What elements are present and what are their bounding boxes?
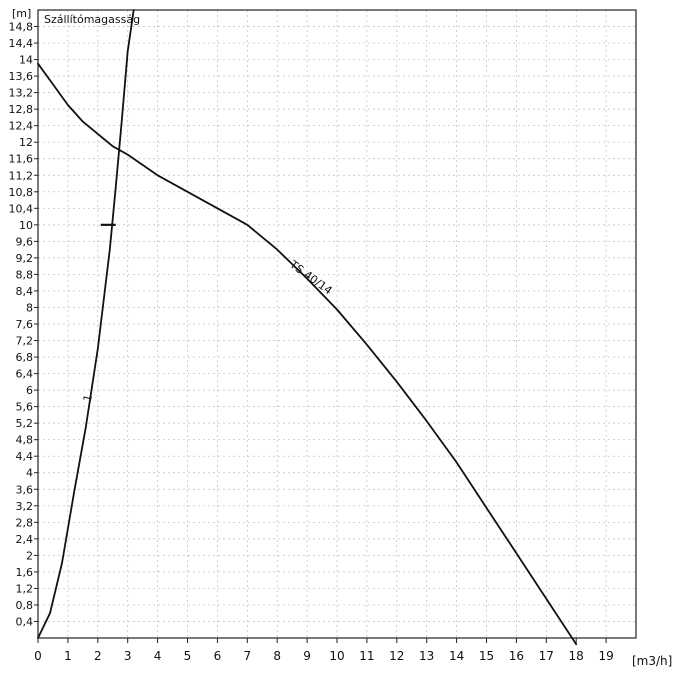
series-line-ts40-14 bbox=[37, 62, 578, 646]
y-tick-label: 0,8 bbox=[16, 599, 34, 612]
x-tick-label: 9 bbox=[303, 649, 311, 663]
y-tick-label: 9,6 bbox=[16, 235, 34, 248]
y-tick-label: 4 bbox=[26, 467, 33, 480]
y-tick-label: 7,2 bbox=[16, 335, 34, 348]
x-tick-label: 0 bbox=[34, 649, 42, 663]
y-tick-label: 13,2 bbox=[9, 87, 34, 100]
x-tick-label: 14 bbox=[449, 649, 464, 663]
x-tick-label: 11 bbox=[359, 649, 374, 663]
x-tick-label: 17 bbox=[539, 649, 554, 663]
series-line-system-1 bbox=[37, 9, 135, 639]
x-axis-unit: [m3/h] bbox=[632, 654, 672, 668]
y-axis-unit: [m] bbox=[12, 7, 31, 20]
y-tick-label: 4,8 bbox=[16, 434, 34, 447]
y-tick-label: 14,4 bbox=[9, 37, 34, 50]
y-tick-label: 12 bbox=[19, 136, 33, 149]
system-curve-label: 1 bbox=[81, 393, 95, 403]
y-tick-label: 1,2 bbox=[16, 582, 34, 595]
x-tick-label: 12 bbox=[389, 649, 404, 663]
y-tick-label: 8,4 bbox=[16, 285, 34, 298]
x-tick-label: 6 bbox=[214, 649, 222, 663]
x-tick-label: 1 bbox=[64, 649, 72, 663]
y-tick-label: 14 bbox=[19, 54, 33, 67]
y-tick-label: 11,2 bbox=[9, 169, 34, 182]
y-tick-label: 13,6 bbox=[9, 70, 34, 83]
y-tick-label: 5,2 bbox=[16, 417, 34, 430]
x-tick-label: 16 bbox=[509, 649, 524, 663]
y-tick-label: 9,2 bbox=[16, 252, 34, 265]
y-tick-label: 8 bbox=[26, 301, 33, 314]
x-tick-label: 7 bbox=[243, 649, 251, 663]
y-axis: 0,4 0,8 1,2 1,6 2 2,4 2,8 3,2 3,6 4 4,4 4,8 5,2 5,6 6 6… bbox=[9, 21, 38, 628]
x-tick-label: 18 bbox=[569, 649, 584, 663]
y-tick-label: 0,4 bbox=[16, 615, 34, 628]
y-tick-label: 6,4 bbox=[16, 368, 34, 381]
y-tick-label: 10 bbox=[19, 219, 33, 232]
grid bbox=[38, 10, 636, 638]
y-tick-label: 10,4 bbox=[9, 202, 34, 215]
x-tick-label: 4 bbox=[154, 649, 162, 663]
y-tick-label: 3,6 bbox=[16, 483, 34, 496]
y-tick-label: 5,6 bbox=[16, 401, 34, 414]
x-tick-label: 15 bbox=[479, 649, 494, 663]
y-tick-label: 10,8 bbox=[9, 186, 34, 199]
x-tick-label: 3 bbox=[124, 649, 132, 663]
x-tick-label: 8 bbox=[273, 649, 281, 663]
y-tick-label: 3,2 bbox=[16, 500, 34, 513]
x-tick-label: 10 bbox=[329, 649, 344, 663]
y-tick-label: 12,4 bbox=[9, 120, 34, 133]
y-tick-label: 7,6 bbox=[16, 318, 34, 331]
x-tick-label: 5 bbox=[184, 649, 192, 663]
y-tick-label: 1,6 bbox=[16, 566, 34, 579]
y-tick-label: 6,8 bbox=[16, 351, 34, 364]
y-tick-label: 11,6 bbox=[9, 153, 34, 166]
y-tick-label: 6 bbox=[26, 384, 33, 397]
y-tick-label: 12,8 bbox=[9, 103, 34, 116]
y-tick-label: 2,4 bbox=[16, 533, 34, 546]
y-tick-label: 4,4 bbox=[16, 450, 34, 463]
plot-frame bbox=[37, 9, 637, 639]
x-tick-label: 2 bbox=[94, 649, 102, 663]
x-tick-label: 13 bbox=[419, 649, 434, 663]
y-tick-label: 14,8 bbox=[9, 21, 34, 34]
curve-label-ts40-14: TS 40/14 bbox=[287, 257, 335, 297]
series-group bbox=[37, 9, 578, 646]
y-tick-label: 2,8 bbox=[16, 516, 34, 529]
y-tick-label: 8,8 bbox=[16, 268, 34, 281]
x-axis: 0 1 2 3 4 5 6 7 8 9 10 11 12 13 14 15 16 17 18 19 bbox=[34, 638, 614, 663]
y-tick-label: 2 bbox=[26, 549, 33, 562]
chart-title: Szállítómagasság bbox=[44, 13, 140, 26]
x-tick-label: 19 bbox=[598, 649, 613, 663]
